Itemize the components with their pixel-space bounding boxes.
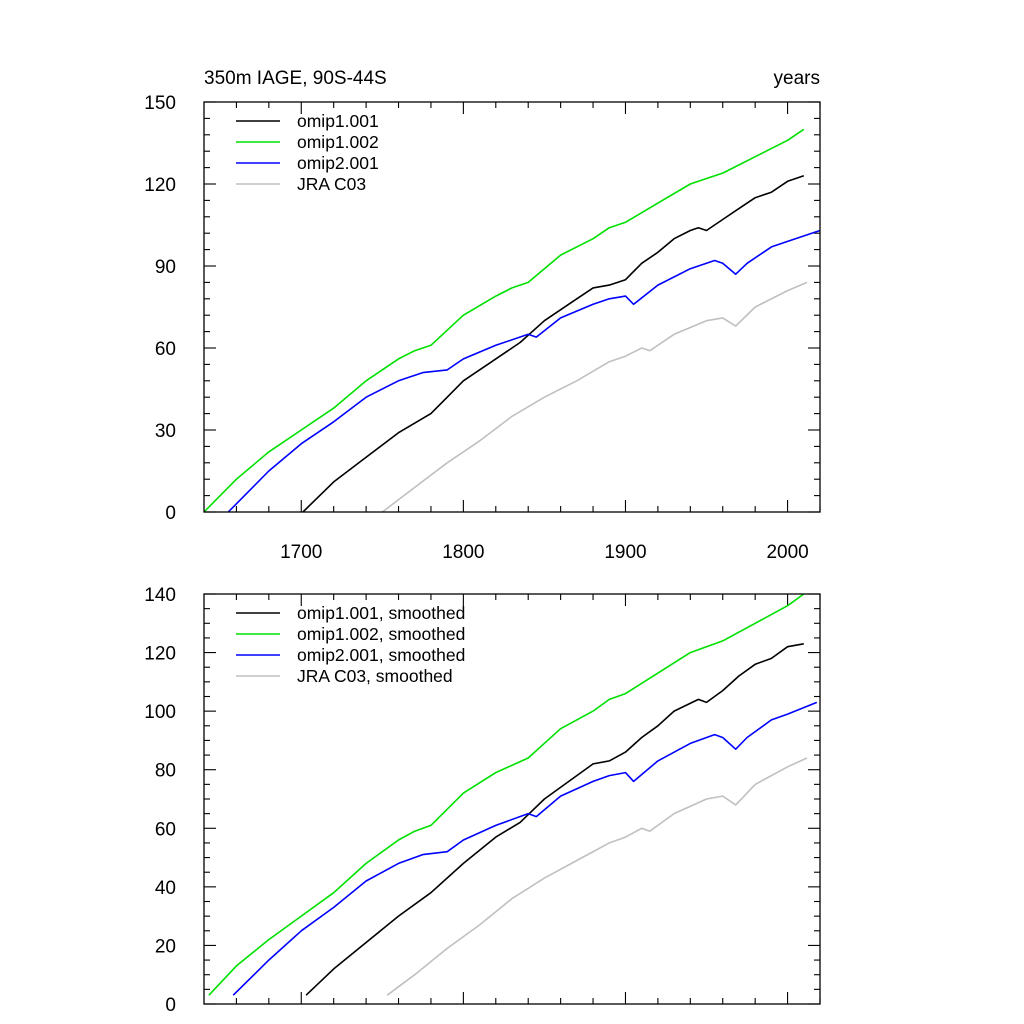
y-tick-label: 60 [155,819,176,840]
y-tick-label: 60 [155,339,176,360]
y-tick-label: 30 [155,421,176,442]
bottom-panel-frame [203,593,821,1005]
y-tick-label: 120 [144,644,176,665]
y-tick-label: 150 [144,93,176,114]
series-line-3 [232,701,818,996]
y-tick-label: 140 [144,585,176,606]
top-panel-x-tick-labels: 1700 1800 1900 2000 [280,542,809,563]
y-tick-label: 40 [155,878,176,899]
top-panel-frame [203,101,821,513]
y-tick-label: 100 [144,702,176,723]
bottom-panel-series [208,593,818,996]
y-tick-label: 90 [155,257,176,278]
series-line-3 [227,229,821,513]
series-line-2 [203,128,805,513]
y-tick-label: 120 [144,175,176,196]
x-tick-label: 1800 [442,542,484,563]
x-tick-label: 1700 [280,542,322,563]
top-panel-units: years [774,68,820,89]
y-tick-label: 0 [165,503,176,524]
y-tick-label: 80 [155,761,176,782]
top-panel: 350m IAGE, 90S-44S years 0 30 60 90 120 150 1… [144,68,821,563]
legend-label-2: omip1.002 [297,132,379,152]
y-tick-label: 0 [165,995,176,1016]
top-panel-title: 350m IAGE, 90S-44S [204,68,387,89]
series-line-4 [381,281,808,513]
top-panel-y-tick-labels: 0 30 60 90 120 150 [144,93,176,524]
legend-label-1: omip1.001 [297,111,379,131]
series-line-4 [386,757,808,996]
legend-label-4: JRA C03 [297,174,366,194]
legend-label-2: omip1.002, smoothed [297,624,465,644]
series-line-1 [305,643,804,996]
top-panel-series [203,128,821,513]
legend-label-4: JRA C03, smoothed [297,666,453,686]
legend-label-3: omip2.001 [297,153,379,173]
x-tick-label: 2000 [766,542,808,563]
legend-label-3: omip2.001, smoothed [297,645,465,665]
x-tick-label: 1900 [604,542,646,563]
series-line-2 [208,593,805,996]
bottom-panel-y-tick-labels: 0 20 40 60 80 100 120 140 [144,585,176,1016]
series-line-1 [302,175,805,513]
y-tick-label: 20 [155,936,176,957]
legend-label-1: omip1.001, smoothed [297,603,465,623]
